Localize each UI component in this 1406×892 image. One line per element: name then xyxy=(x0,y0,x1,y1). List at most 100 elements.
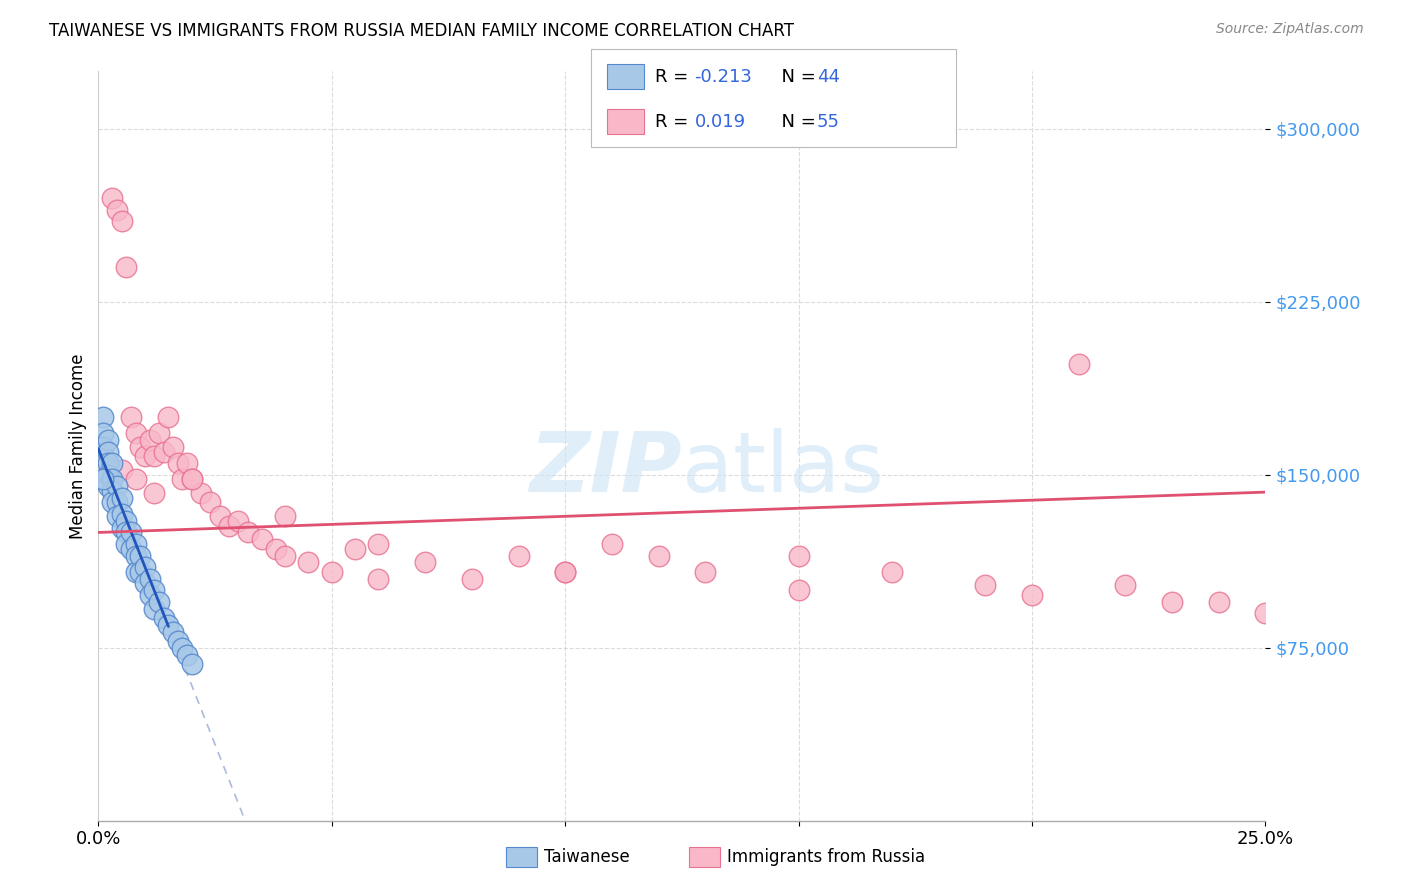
Text: R =: R = xyxy=(655,68,695,86)
Point xyxy=(101,472,124,486)
Point xyxy=(129,440,152,454)
Point xyxy=(152,444,174,458)
Point xyxy=(166,633,188,648)
Text: -0.213: -0.213 xyxy=(695,68,752,86)
Point xyxy=(105,479,128,493)
Point xyxy=(236,525,259,540)
Point xyxy=(180,472,202,486)
Point xyxy=(148,426,170,441)
Text: N =: N = xyxy=(770,68,823,86)
Point xyxy=(125,472,148,486)
Point xyxy=(1067,357,1090,371)
Point xyxy=(134,576,156,591)
Point xyxy=(264,541,287,556)
Point xyxy=(143,450,166,464)
Point xyxy=(787,583,810,598)
Point xyxy=(367,572,389,586)
Point xyxy=(125,565,148,579)
Point xyxy=(1208,594,1230,608)
Point xyxy=(105,509,128,524)
Point xyxy=(97,434,120,448)
Point xyxy=(297,556,319,570)
Point xyxy=(172,472,194,486)
Point xyxy=(134,560,156,574)
Point xyxy=(139,572,162,586)
Point xyxy=(125,549,148,563)
Point xyxy=(115,260,138,275)
Point xyxy=(1021,588,1043,602)
Point xyxy=(162,624,184,639)
Text: Source: ZipAtlas.com: Source: ZipAtlas.com xyxy=(1216,22,1364,37)
Point xyxy=(554,565,576,579)
Text: 0.019: 0.019 xyxy=(695,112,745,130)
Point xyxy=(91,472,114,486)
Point xyxy=(200,495,222,509)
Point xyxy=(208,509,231,524)
Text: 55: 55 xyxy=(817,112,839,130)
Point xyxy=(139,588,162,602)
Point xyxy=(97,444,120,458)
Point xyxy=(143,583,166,598)
Point xyxy=(101,191,124,205)
Point xyxy=(166,456,188,470)
Point xyxy=(600,537,623,551)
Point xyxy=(172,640,194,655)
Point xyxy=(111,521,134,535)
Point xyxy=(162,440,184,454)
Point xyxy=(111,214,134,228)
Point xyxy=(344,541,367,556)
Point xyxy=(274,509,297,524)
Point xyxy=(250,533,273,547)
Point xyxy=(97,456,120,470)
Point xyxy=(152,611,174,625)
Point xyxy=(274,549,297,563)
Point xyxy=(695,565,717,579)
Text: Immigrants from Russia: Immigrants from Russia xyxy=(727,848,925,866)
Point xyxy=(134,450,156,464)
Point xyxy=(157,410,180,425)
Point xyxy=(125,426,148,441)
Point xyxy=(321,565,343,579)
Point xyxy=(180,472,202,486)
Point xyxy=(115,525,138,540)
Point xyxy=(787,549,810,563)
Point xyxy=(120,541,142,556)
Point xyxy=(115,537,138,551)
Point xyxy=(228,514,250,528)
Point xyxy=(111,463,134,477)
Point xyxy=(461,572,484,586)
Text: atlas: atlas xyxy=(682,428,883,509)
Point xyxy=(190,486,212,500)
Point xyxy=(120,525,142,540)
Text: ZIP: ZIP xyxy=(529,428,682,509)
Text: R =: R = xyxy=(655,112,700,130)
Point xyxy=(125,537,148,551)
Point xyxy=(97,467,120,482)
Point xyxy=(105,495,128,509)
Point xyxy=(91,426,114,441)
Point xyxy=(129,565,152,579)
Point xyxy=(508,549,530,563)
Point xyxy=(554,565,576,579)
Point xyxy=(180,657,202,671)
Text: 44: 44 xyxy=(817,68,839,86)
Point xyxy=(101,495,124,509)
Text: N =: N = xyxy=(770,112,823,130)
Point xyxy=(111,507,134,521)
Point xyxy=(176,648,198,662)
Point xyxy=(97,479,120,493)
Point xyxy=(91,410,114,425)
Point xyxy=(647,549,669,563)
Point xyxy=(91,440,114,454)
Point xyxy=(1114,578,1136,592)
Point xyxy=(139,434,162,448)
Point xyxy=(101,483,124,498)
Point xyxy=(157,617,180,632)
Point xyxy=(413,556,436,570)
Point xyxy=(129,549,152,563)
Point xyxy=(974,578,997,592)
Point xyxy=(218,518,240,533)
Point xyxy=(143,486,166,500)
Point xyxy=(143,601,166,615)
Point xyxy=(115,514,138,528)
